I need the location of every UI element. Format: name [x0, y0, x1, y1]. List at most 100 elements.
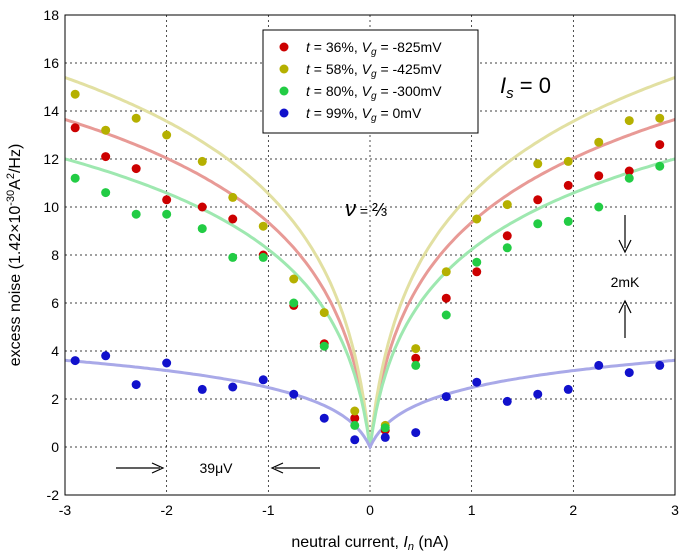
- data-point: [258, 221, 268, 231]
- y-axis-label: excess noise (1.42×10-30A2/Hz): [5, 144, 24, 367]
- y-tick-label: 8: [51, 247, 59, 263]
- left-arrow-head: [270, 462, 284, 474]
- data-point: [101, 125, 111, 135]
- data-point: [655, 140, 665, 150]
- data-point: [624, 166, 634, 176]
- data-point: [533, 219, 543, 229]
- legend-entry: t = 80%, Vg = -300mV: [306, 83, 442, 102]
- legend-marker: [279, 108, 289, 118]
- data-point: [502, 231, 512, 241]
- data-point: [411, 353, 421, 363]
- data-point: [101, 351, 111, 361]
- data-point: [319, 341, 329, 351]
- data-point: [472, 257, 482, 267]
- data-point: [563, 180, 573, 190]
- data-point: [131, 113, 141, 123]
- y-tick-label: 18: [43, 7, 59, 23]
- legend-entry: t = 58%, Vg = -425mV: [306, 61, 442, 80]
- data-point: [533, 159, 543, 169]
- data-point: [380, 432, 390, 442]
- data-point: [655, 360, 665, 370]
- nu-filling-label: ν = ⅔: [345, 196, 387, 221]
- data-point: [162, 209, 172, 219]
- data-point: [441, 267, 451, 277]
- y-tick-label: 2: [51, 391, 59, 407]
- data-point: [70, 89, 80, 99]
- data-point: [228, 214, 238, 224]
- x-tick-label: -3: [59, 502, 72, 518]
- fit-curves: [64, 76, 676, 451]
- y-tick-label: 12: [43, 151, 59, 167]
- data-point: [411, 360, 421, 370]
- legend-marker: [279, 42, 289, 52]
- x-tick-label: 3: [671, 502, 679, 518]
- data-point: [594, 360, 604, 370]
- data-point: [441, 293, 451, 303]
- legend-marker: [279, 86, 289, 96]
- up-arrow-head: [618, 299, 632, 314]
- data-point: [101, 188, 111, 198]
- data-point: [624, 173, 634, 183]
- data-point: [289, 298, 299, 308]
- data-point: [502, 243, 512, 253]
- y-tick-label: 0: [51, 439, 59, 455]
- data-point: [131, 164, 141, 174]
- x-tick-label: 0: [366, 502, 374, 518]
- data-point: [197, 384, 207, 394]
- down-arrow-head: [618, 239, 632, 254]
- y-tick-label: 16: [43, 55, 59, 71]
- data-point: [441, 392, 451, 402]
- data-point: [533, 389, 543, 399]
- data-point: [162, 130, 172, 140]
- data-point: [472, 267, 482, 277]
- data-point: [563, 216, 573, 226]
- right-arrow-head: [151, 462, 165, 474]
- y-tick-label: 14: [43, 103, 59, 119]
- data-point: [655, 113, 665, 123]
- x-tick-label: 2: [569, 502, 577, 518]
- data-point: [502, 396, 512, 406]
- data-point: [70, 356, 80, 366]
- data-point: [350, 406, 360, 416]
- width-label: 39μV: [200, 460, 234, 476]
- x-ticks: -3 -2 -1 0 1 2 3: [59, 502, 679, 518]
- x-tick-label: -2: [160, 502, 173, 518]
- data-point: [319, 308, 329, 318]
- y-tick-label: -2: [47, 487, 60, 503]
- data-point: [411, 428, 421, 438]
- data-point: [289, 389, 299, 399]
- data-point: [594, 202, 604, 212]
- data-point: [131, 380, 141, 390]
- data-point: [131, 209, 141, 219]
- scale-label: 2mK: [611, 274, 640, 290]
- legend-box: [262, 29, 479, 134]
- temperature-scale-marker: 2mK: [611, 215, 640, 338]
- data-point: [101, 152, 111, 162]
- data-point: [350, 435, 360, 445]
- legend-entry: t = 99%, Vg = 0mV: [306, 105, 422, 124]
- fit-curve: [64, 358, 676, 451]
- data-point: [258, 252, 268, 262]
- data-point: [472, 377, 482, 387]
- data-point: [289, 274, 299, 284]
- data-point: [624, 116, 634, 126]
- data-point: [162, 195, 172, 205]
- data-point: [563, 156, 573, 166]
- x-tick-label: 1: [468, 502, 476, 518]
- data-point: [594, 171, 604, 181]
- data-point: [258, 375, 268, 385]
- y-ticks: -2 0 2 4 6 8 10 12 14 16 18: [43, 7, 59, 503]
- data-point: [228, 192, 238, 202]
- data-point: [228, 382, 238, 392]
- data-point: [350, 413, 360, 423]
- data-point: [380, 423, 390, 433]
- data-point: [533, 195, 543, 205]
- data-point: [197, 202, 207, 212]
- plot-frame: [64, 14, 676, 496]
- is-zero-label: Is = 0: [500, 73, 551, 102]
- legend: t = 36%, Vg = -825mV t = 58%, Vg = -425mV…: [262, 29, 479, 134]
- legend-entry: t = 36%, Vg = -825mV: [306, 39, 442, 58]
- data-point: [624, 368, 634, 378]
- data-points: [70, 89, 665, 445]
